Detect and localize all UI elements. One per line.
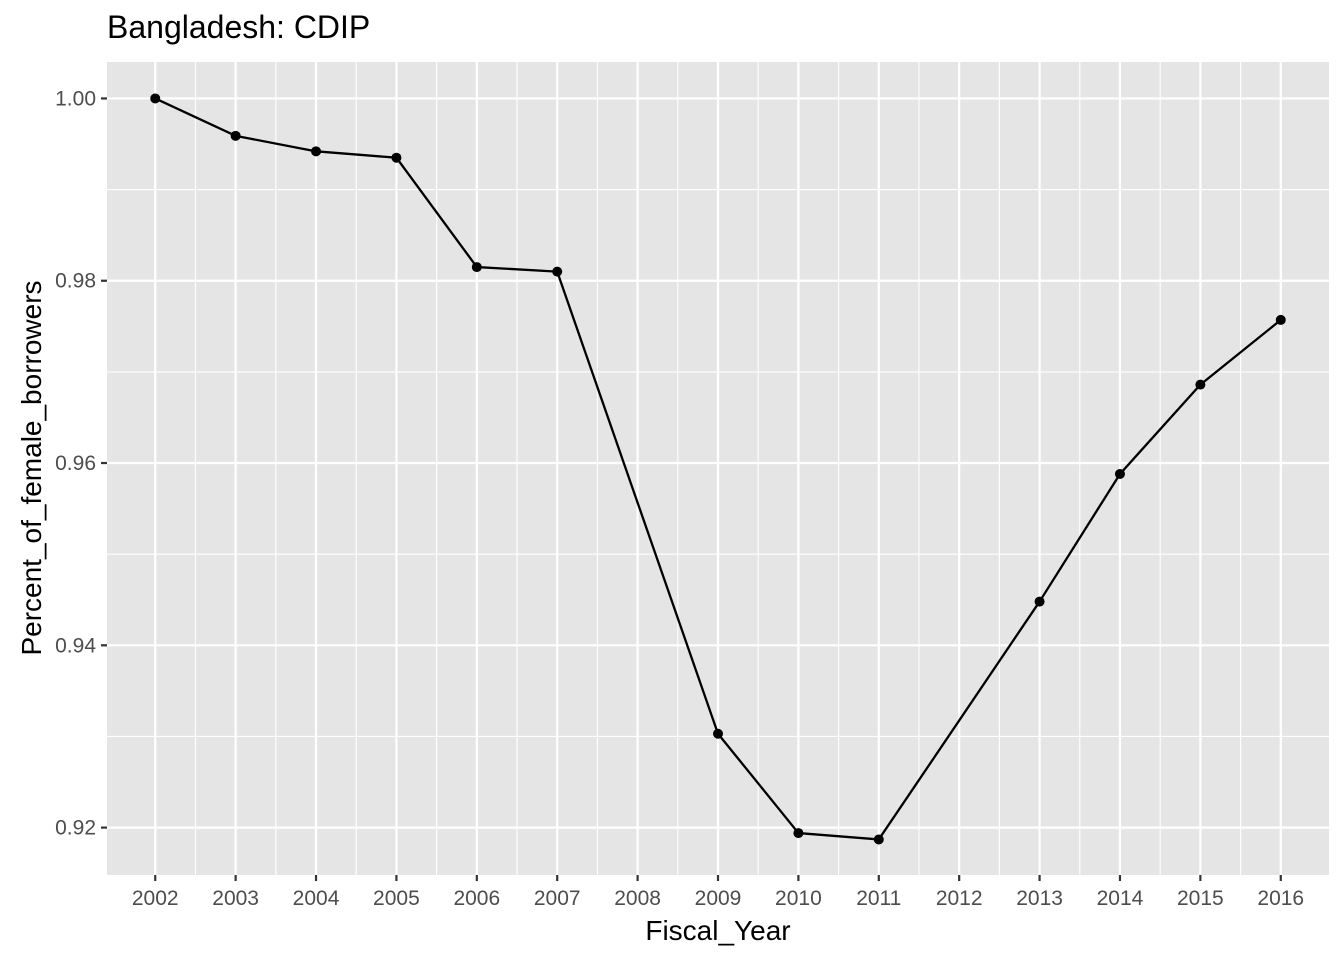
x-tick-label: 2016: [1257, 887, 1304, 910]
x-tick-label: 2005: [373, 887, 420, 910]
data-point: [471, 262, 482, 273]
data-point: [1114, 468, 1125, 479]
data-point: [1034, 596, 1045, 607]
x-tick-label: 2011: [856, 887, 901, 910]
x-tick-label: 2012: [936, 887, 983, 910]
x-tick-label: 2015: [1177, 887, 1224, 910]
x-tick-label: 2010: [775, 887, 822, 910]
data-point: [150, 93, 161, 104]
x-tick-label: 2003: [212, 887, 259, 910]
x-axis: 2002 2003 2004 2005 2006 2007 2008 2009 2010 2011…: [132, 875, 1304, 910]
y-tick-label: 0.98: [55, 270, 96, 293]
x-tick-label: 2008: [614, 887, 661, 910]
x-axis-label: Fiscal_Year: [645, 915, 790, 946]
data-point: [713, 728, 723, 739]
series-group: [150, 93, 1286, 845]
major-gridlines: [107, 62, 1329, 875]
data-point: [1195, 379, 1206, 390]
y-tick-label: 0.94: [55, 634, 96, 657]
y-tick-label: 1.00: [55, 87, 96, 110]
y-tick-label: 0.96: [55, 452, 96, 475]
y-axis-label: Percent_of_female_borrowers: [16, 280, 47, 655]
data-point: [230, 130, 241, 141]
x-tick-label: 2004: [293, 887, 340, 910]
x-tick-label: 2009: [695, 887, 742, 910]
x-tick-label: 2002: [132, 887, 179, 910]
y-tick-label: 0.92: [55, 817, 96, 840]
x-tick-label: 2007: [534, 887, 581, 910]
data-point: [1275, 314, 1286, 325]
data-point: [873, 834, 884, 845]
x-tick-label: 2013: [1016, 887, 1063, 910]
chart-title: Bangladesh: CDIP: [107, 9, 370, 45]
x-tick-label: 2014: [1097, 887, 1144, 910]
data-point: [552, 266, 563, 277]
y-axis: 0.92 0.94 0.96 0.98 1.00: [55, 87, 107, 840]
data-point: [391, 152, 402, 163]
data-point: [311, 146, 322, 157]
x-tick-label: 2006: [453, 887, 500, 910]
data-point: [793, 828, 804, 839]
